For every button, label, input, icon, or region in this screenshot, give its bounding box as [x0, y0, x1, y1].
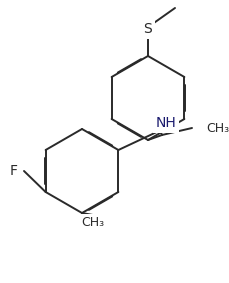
Text: NH: NH	[155, 116, 176, 130]
Text: CH₃: CH₃	[205, 121, 228, 134]
Text: F: F	[10, 164, 18, 178]
Text: S: S	[143, 22, 152, 36]
Text: CH₃: CH₃	[81, 216, 104, 230]
